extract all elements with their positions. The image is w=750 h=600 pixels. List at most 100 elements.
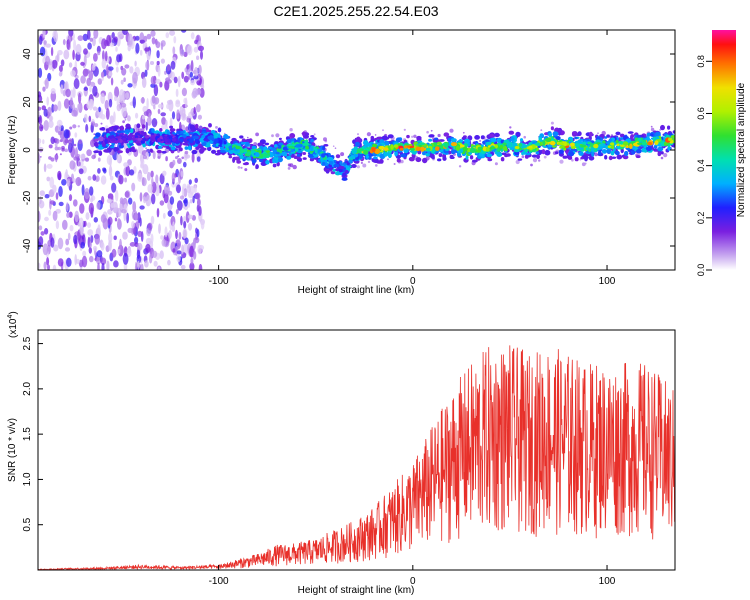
spectrogram-trace-blob bbox=[608, 155, 613, 161]
spectrogram-noise-blob bbox=[165, 119, 168, 127]
spectrogram-trace-blob bbox=[630, 134, 634, 140]
spectrogram-scatter-dot bbox=[521, 155, 525, 159]
spectrogram-noise-blob bbox=[166, 63, 171, 72]
spectrogram-noise-blob bbox=[165, 32, 170, 39]
spectrogram-noise-blob bbox=[55, 192, 59, 200]
snr-y-tick-label: 0.5 bbox=[22, 517, 33, 531]
spectrogram-noise-blob bbox=[89, 99, 94, 109]
snr-scale-exponent: 4 bbox=[7, 315, 14, 319]
spectrogram-noise-blob bbox=[89, 255, 94, 263]
spectrogram-noise-blob bbox=[200, 220, 205, 230]
spectrogram-noise-blob bbox=[90, 139, 96, 148]
spectrogram-noise-blob bbox=[165, 156, 168, 162]
spectrogram-scatter-dot bbox=[275, 133, 280, 138]
spectrogram-noise-blob bbox=[143, 111, 149, 116]
spectrogram-noise-blob bbox=[44, 228, 49, 235]
spectrogram-scatter-dot bbox=[579, 158, 582, 161]
spectrogram-noise-blob bbox=[57, 170, 62, 181]
spectrogram-noise-blob bbox=[100, 214, 107, 224]
spectrogram-trace-blob bbox=[477, 146, 483, 151]
spectrogram-trace-blob bbox=[219, 139, 223, 145]
spectrogram-trace-blob bbox=[563, 141, 567, 147]
spectrogram-signal-trace bbox=[93, 123, 675, 181]
spectrogram-scatter-dot bbox=[594, 152, 598, 157]
spectrogram-noise-blob bbox=[38, 67, 43, 78]
spectrogram-scatter-dot bbox=[69, 126, 73, 130]
spectrogram-trace-blob bbox=[151, 128, 155, 134]
spectrogram-trace-blob bbox=[420, 146, 425, 152]
spectrogram-noise-blob bbox=[194, 185, 197, 195]
spectrogram-trace-blob bbox=[393, 144, 398, 148]
spectrogram-trace-blob bbox=[310, 145, 314, 151]
spectrogram-trace-blob bbox=[487, 158, 493, 162]
spectrogram-trace-blob bbox=[449, 154, 454, 159]
spectrogram-trace-blob bbox=[264, 142, 270, 146]
spectrogram-noise-blob bbox=[108, 232, 113, 244]
spectrogram-noise-blob bbox=[161, 239, 167, 247]
spectrogram-trace-blob bbox=[597, 150, 602, 156]
spectrogram-noise-blob bbox=[87, 229, 94, 236]
spectrogram-noise-blob bbox=[181, 30, 187, 33]
spectrogram-scatter-dot bbox=[240, 166, 243, 169]
spectrogram-trace-blob bbox=[387, 152, 392, 159]
spectrogram-trace-blob bbox=[178, 128, 183, 132]
spectrogram-trace-blob bbox=[373, 156, 378, 160]
colorbar-gradient bbox=[712, 30, 736, 270]
spectrogram-noise-blob bbox=[88, 70, 94, 81]
spectrogram-x-tick-label: 100 bbox=[599, 276, 616, 287]
spectrogram-noise-blob bbox=[176, 109, 180, 120]
spectrogram-trace-blob bbox=[124, 134, 128, 138]
spectrogram-scatter-dot bbox=[57, 131, 63, 136]
spectrogram-trace-blob bbox=[144, 134, 150, 139]
spectrogram-noise-blob bbox=[116, 54, 122, 63]
spectrogram-noise-blob bbox=[44, 194, 50, 199]
spectrogram-noise-blob bbox=[127, 44, 131, 52]
spectrogram-noise-blob bbox=[57, 100, 62, 112]
spectrogram-noise-blob bbox=[39, 190, 45, 197]
spectrogram-noise-blob bbox=[162, 212, 166, 219]
spectrogram-noise-blob bbox=[151, 37, 156, 45]
spectrogram-noise-blob bbox=[137, 172, 143, 182]
spectrogram-trace-blob bbox=[156, 149, 162, 154]
spectrogram-noise-blob bbox=[145, 121, 148, 131]
spectrogram-noise-blob bbox=[85, 212, 90, 220]
spectrogram-noise-blob bbox=[168, 230, 172, 239]
spectrogram-noise-blob bbox=[58, 65, 63, 72]
spectrogram-scatter-dot bbox=[91, 154, 96, 160]
spectrogram-noise-blob bbox=[128, 197, 133, 205]
spectrogram-trace-blob bbox=[619, 137, 624, 140]
spectrogram-trace-blob bbox=[496, 152, 503, 157]
spectrogram-noise-blob bbox=[154, 97, 160, 105]
spectrogram-trace-blob bbox=[425, 147, 431, 151]
spectrogram-scatter-dot bbox=[356, 165, 360, 169]
spectrogram-scatter-dot bbox=[55, 138, 58, 141]
spectrogram-noise-blob bbox=[192, 239, 196, 250]
spectrogram-trace-blob bbox=[554, 151, 559, 155]
spectrogram-trace-blob bbox=[189, 131, 194, 135]
spectrogram-trace-blob bbox=[288, 145, 294, 149]
spectrogram-noise-blob bbox=[170, 71, 175, 81]
spectrogram-scatter-dot bbox=[54, 146, 59, 151]
spectrogram-trace-blob bbox=[636, 149, 642, 154]
spectrogram-noise-blob bbox=[75, 176, 82, 187]
spectrogram-noise-blob bbox=[192, 251, 197, 260]
spectrogram-trace-blob bbox=[188, 138, 194, 144]
spectrogram-trace-blob bbox=[199, 137, 205, 143]
spectrogram-noise-blob bbox=[83, 86, 89, 91]
spectrogram-noise-blob bbox=[157, 108, 161, 115]
spectrogram-scatter-dot bbox=[515, 159, 520, 165]
spectrogram-scatter-dot bbox=[334, 147, 337, 149]
spectrogram-trace-blob bbox=[122, 137, 127, 141]
snr-x-ticks: -100 0 100 bbox=[209, 565, 616, 587]
spectrogram-trace-blob bbox=[110, 138, 117, 142]
spectrogram-scatter-dot bbox=[387, 158, 389, 161]
spectrogram-scatter-dot bbox=[532, 158, 538, 163]
spectrogram-noise-blob bbox=[73, 39, 77, 52]
spectrogram-scatter-dot bbox=[59, 153, 62, 156]
colorbar: 0.0 0.2 0.4 0.6 0.8 Normalized spectral ampl… bbox=[696, 30, 747, 276]
spectrogram-scatter-dot bbox=[571, 159, 574, 162]
spectrogram-trace-blob bbox=[251, 145, 257, 149]
spectrogram-noise-blob bbox=[160, 112, 166, 117]
spectrogram-noise-blob bbox=[55, 220, 60, 230]
spectrogram-noise-blob bbox=[84, 187, 90, 200]
